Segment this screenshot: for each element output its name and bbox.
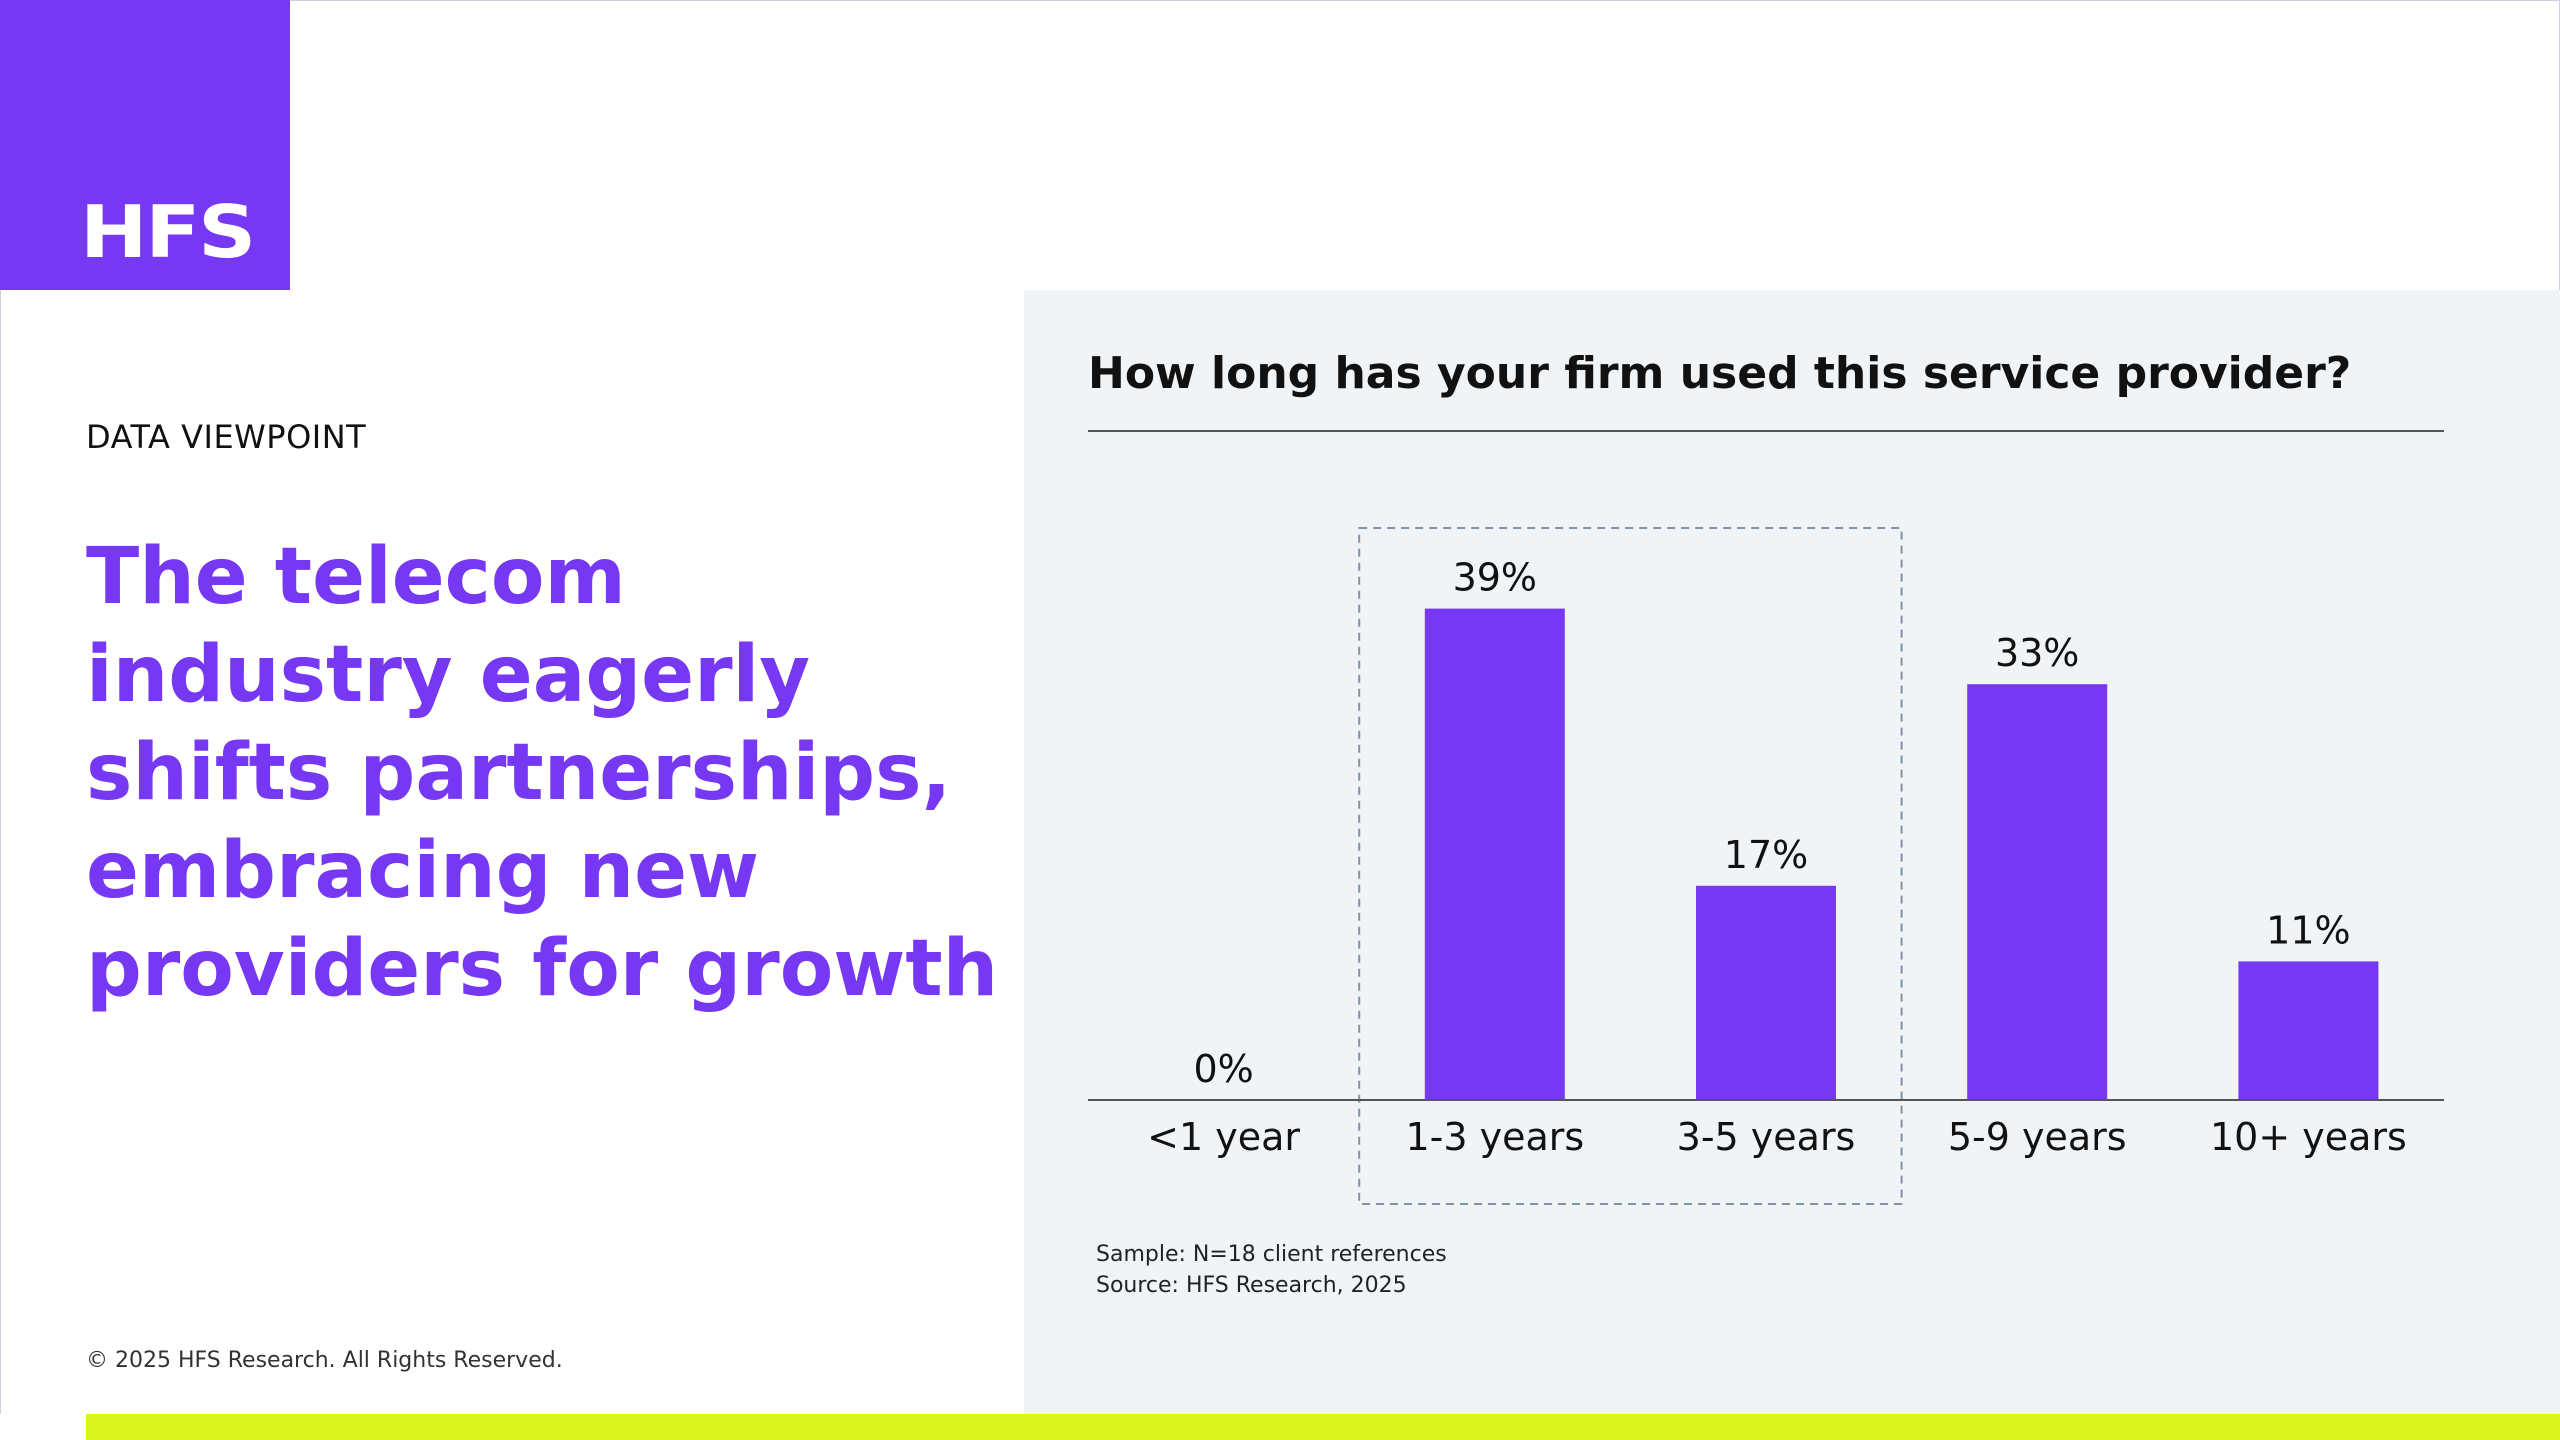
copyright-notice: © 2025 HFS Research. All Rights Reserved… [86,1348,563,1373]
chart-panel [1024,290,2560,1414]
highlight-box [1358,527,1903,1205]
accent-bar [0,1414,2560,1440]
category-label-1: 1-3 years [1405,1115,1584,1159]
bar-chart: 0% <1 year 39% 1-3 years 17% 3-5 years 33% 5-9 … [1088,527,2444,1205]
data-label-2: 17% [1724,833,1808,877]
bar-4 [2238,961,2379,1100]
title-divider [1088,430,2444,432]
chart-title: How long has your firm used this service… [1088,348,2352,399]
bar-3 [1967,684,2108,1100]
hfs-logo: HFS [0,0,290,290]
data-label-3: 33% [1995,631,2079,675]
category-label-3: 5-9 years [1948,1115,2127,1159]
data-label-4: 11% [2266,908,2350,952]
accent-bar-gap [0,1414,86,1440]
category-label-4: 10+ years [2210,1115,2407,1159]
category-label-2: 3-5 years [1677,1115,1856,1159]
category-label-0: <1 year [1147,1115,1300,1159]
data-label-1: 39% [1453,556,1537,600]
section-kicker: DATA VIEWPOINT [86,418,367,456]
sample-note: Sample: N=18 client references [1096,1242,1447,1267]
bar-1 [1424,608,1565,1100]
data-label-0: 0% [1193,1047,1253,1091]
bar-2 [1696,885,1836,1100]
page-headline: The telecom industry eagerly shifts part… [86,532,999,1014]
hfs-logo-text: HFS [80,190,256,274]
source-note: Source: HFS Research, 2025 [1096,1273,1407,1298]
